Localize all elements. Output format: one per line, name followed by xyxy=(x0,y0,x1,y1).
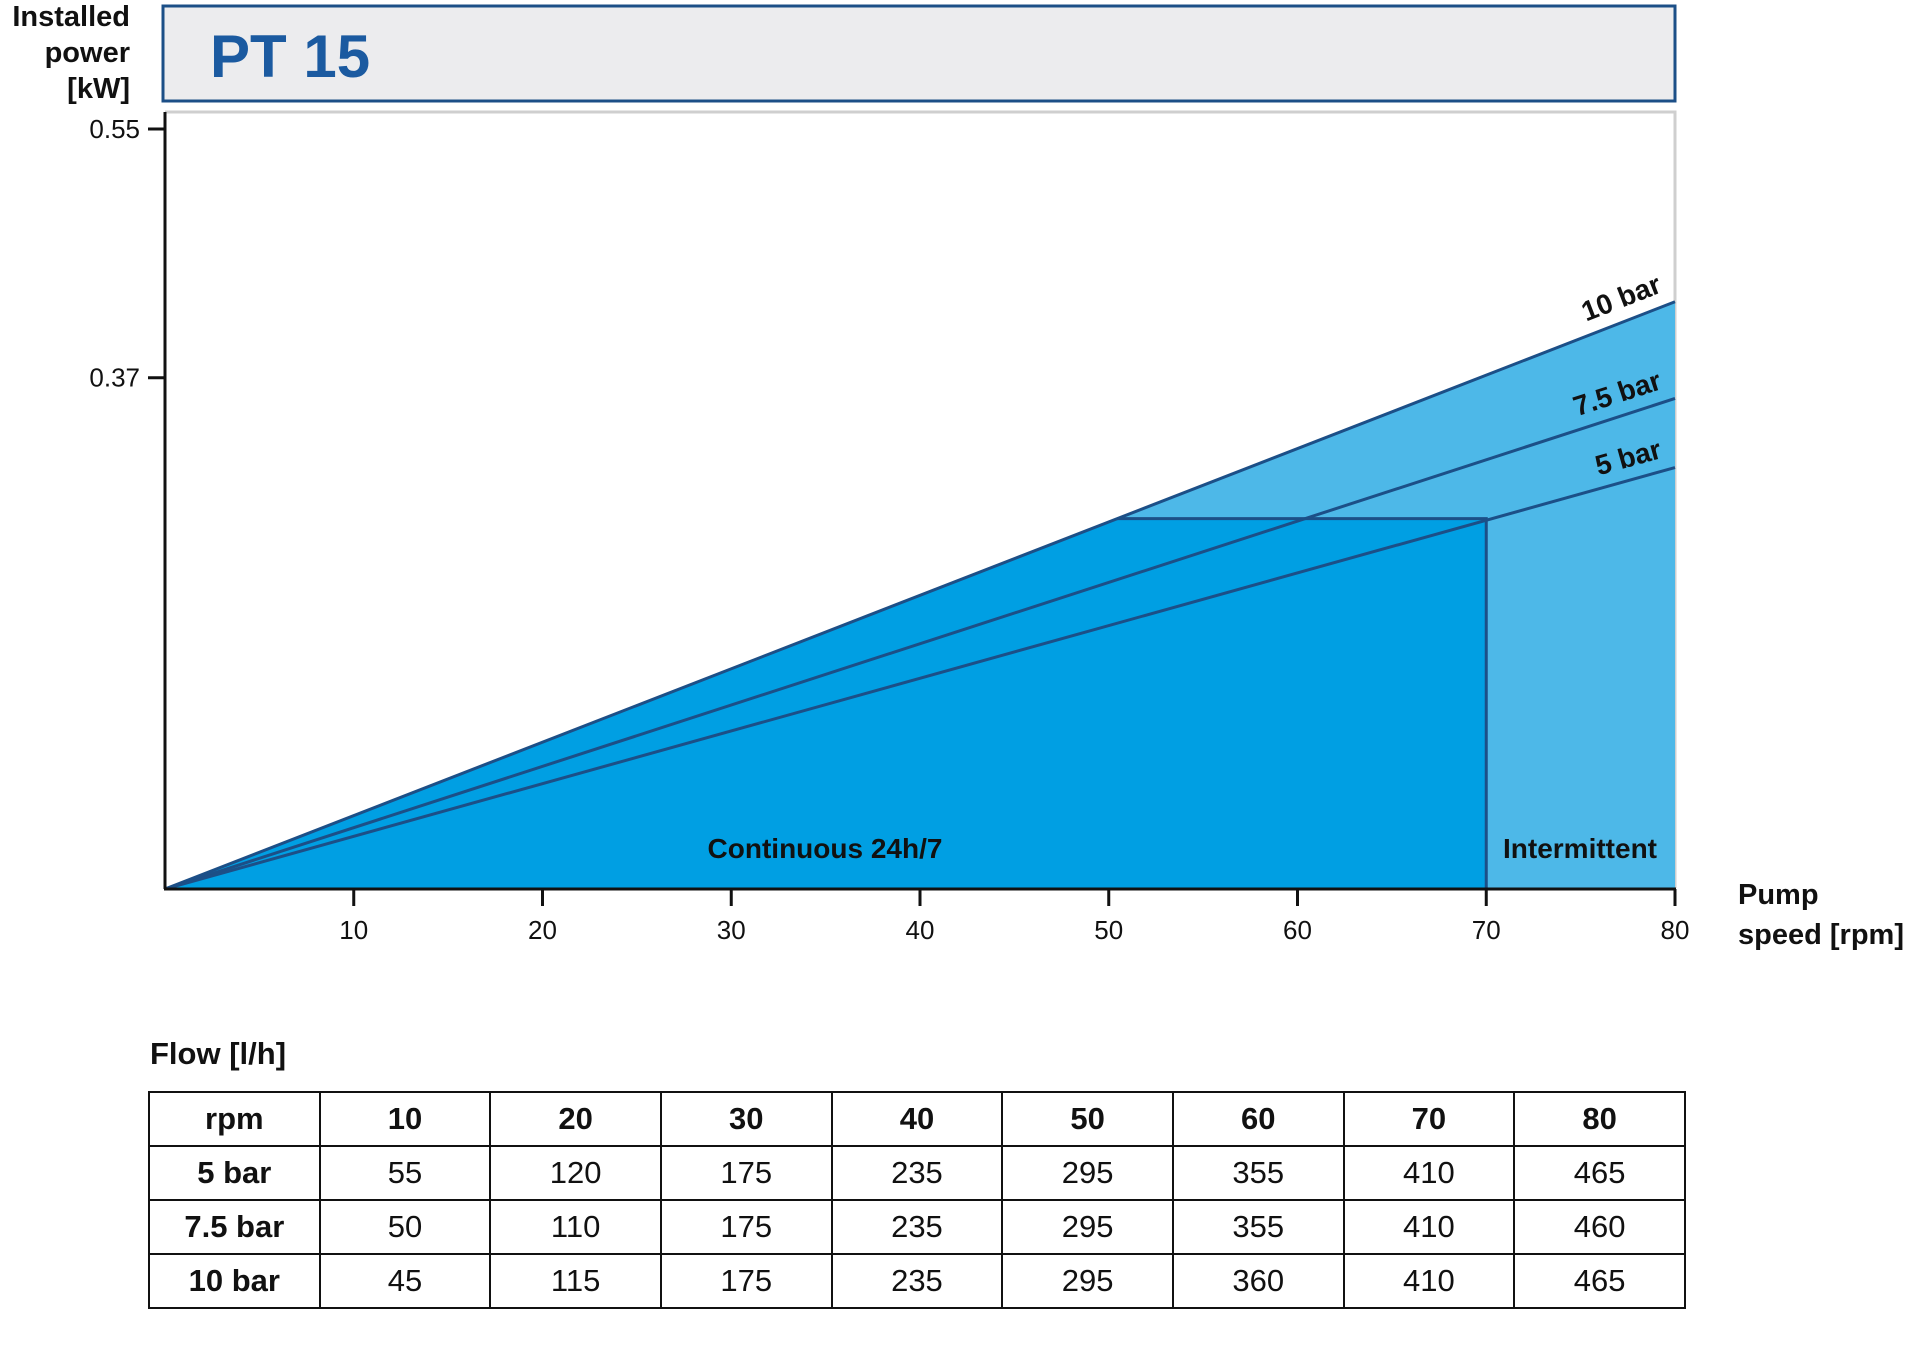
x-tick-label: 40 xyxy=(906,915,935,945)
series-line-5-bar xyxy=(164,466,1676,891)
xlabel-line-1: Pump xyxy=(1738,879,1819,911)
x-tick-label: 70 xyxy=(1472,915,1501,945)
table-cell: 360 xyxy=(1171,1253,1345,1309)
header-cell: 20 xyxy=(489,1091,662,1147)
table-cell: 410 xyxy=(1342,1145,1516,1201)
table-cell: 115 xyxy=(489,1253,662,1309)
x-tick-label: 50 xyxy=(1094,915,1123,945)
table-cell: 45 xyxy=(318,1253,492,1309)
header-cell: 60 xyxy=(1171,1091,1345,1147)
table-cell: 235 xyxy=(830,1145,1004,1201)
xlabel-line-2: speed [rpm] xyxy=(1738,919,1904,951)
table-cell: 460 xyxy=(1513,1199,1686,1255)
y-tick-label: 0.37 xyxy=(89,363,140,393)
header-cell: rpm xyxy=(148,1091,321,1147)
row-label: 5 bar xyxy=(148,1145,321,1201)
table-cell: 295 xyxy=(1001,1199,1174,1255)
row-label: 7.5 bar xyxy=(148,1199,321,1255)
table-row: 7.5 bar 50 110 175 235 295 355 410 460 xyxy=(148,1199,1686,1255)
flow-table-header-row: rpm 10 20 30 40 50 60 70 80 xyxy=(148,1091,1686,1147)
table-cell: 295 xyxy=(1001,1145,1174,1201)
title-banner xyxy=(161,4,1677,103)
table-cell: 120 xyxy=(489,1145,662,1201)
table-cell: 295 xyxy=(1001,1253,1174,1309)
flow-table-title: Flow [l/h] xyxy=(150,1036,287,1071)
table-cell: 175 xyxy=(659,1145,833,1201)
header-cell: 10 xyxy=(318,1091,492,1147)
table-cell: 235 xyxy=(830,1199,1004,1255)
table-row: 5 bar 55 120 175 235 295 355 410 465 xyxy=(148,1145,1686,1201)
table-cell: 235 xyxy=(830,1253,1004,1309)
x-tick-label: 20 xyxy=(528,915,557,945)
region-label-continuous: Continuous 24h/7 xyxy=(708,833,943,864)
table-cell: 465 xyxy=(1513,1145,1686,1201)
table-cell: 55 xyxy=(318,1145,492,1201)
header-cell: 80 xyxy=(1513,1091,1686,1147)
header-cell: 40 xyxy=(830,1091,1004,1147)
x-tick-label: 30 xyxy=(717,915,746,945)
table-cell: 355 xyxy=(1171,1145,1345,1201)
series-line-10-bar xyxy=(164,300,1676,891)
header-cell: 30 xyxy=(659,1091,833,1147)
ylabel-line-1: Installed xyxy=(12,1,130,33)
x-tick-label: 60 xyxy=(1283,915,1312,945)
table-cell: 50 xyxy=(318,1199,492,1255)
header-cell: 70 xyxy=(1342,1091,1516,1147)
table-cell: 175 xyxy=(659,1199,833,1255)
table-cell: 175 xyxy=(659,1253,833,1309)
table-row: 10 bar 45 115 175 235 295 360 410 465 xyxy=(148,1253,1686,1309)
flow-table: rpm 10 20 30 40 50 60 70 80 5 bar 55 120… xyxy=(148,1091,1686,1309)
x-tick-label: 10 xyxy=(339,915,368,945)
region-label-intermittent: Intermittent xyxy=(1503,833,1657,864)
y-tick-label: 0.55 xyxy=(89,114,140,144)
table-cell: 465 xyxy=(1513,1253,1686,1309)
table-cell: 410 xyxy=(1342,1253,1516,1309)
chart-title: PT 15 xyxy=(210,23,370,90)
header-cell: 50 xyxy=(1001,1091,1174,1147)
series-line-7-5-bar xyxy=(164,397,1676,891)
table-cell: 110 xyxy=(489,1199,662,1255)
ylabel-line-2: power xyxy=(45,37,130,69)
table-cell: 355 xyxy=(1171,1199,1345,1255)
x-tick-label: 80 xyxy=(1661,915,1690,945)
ylabel-line-3: [kW] xyxy=(67,73,130,105)
table-cell: 410 xyxy=(1342,1199,1516,1255)
row-label: 10 bar xyxy=(148,1253,321,1309)
